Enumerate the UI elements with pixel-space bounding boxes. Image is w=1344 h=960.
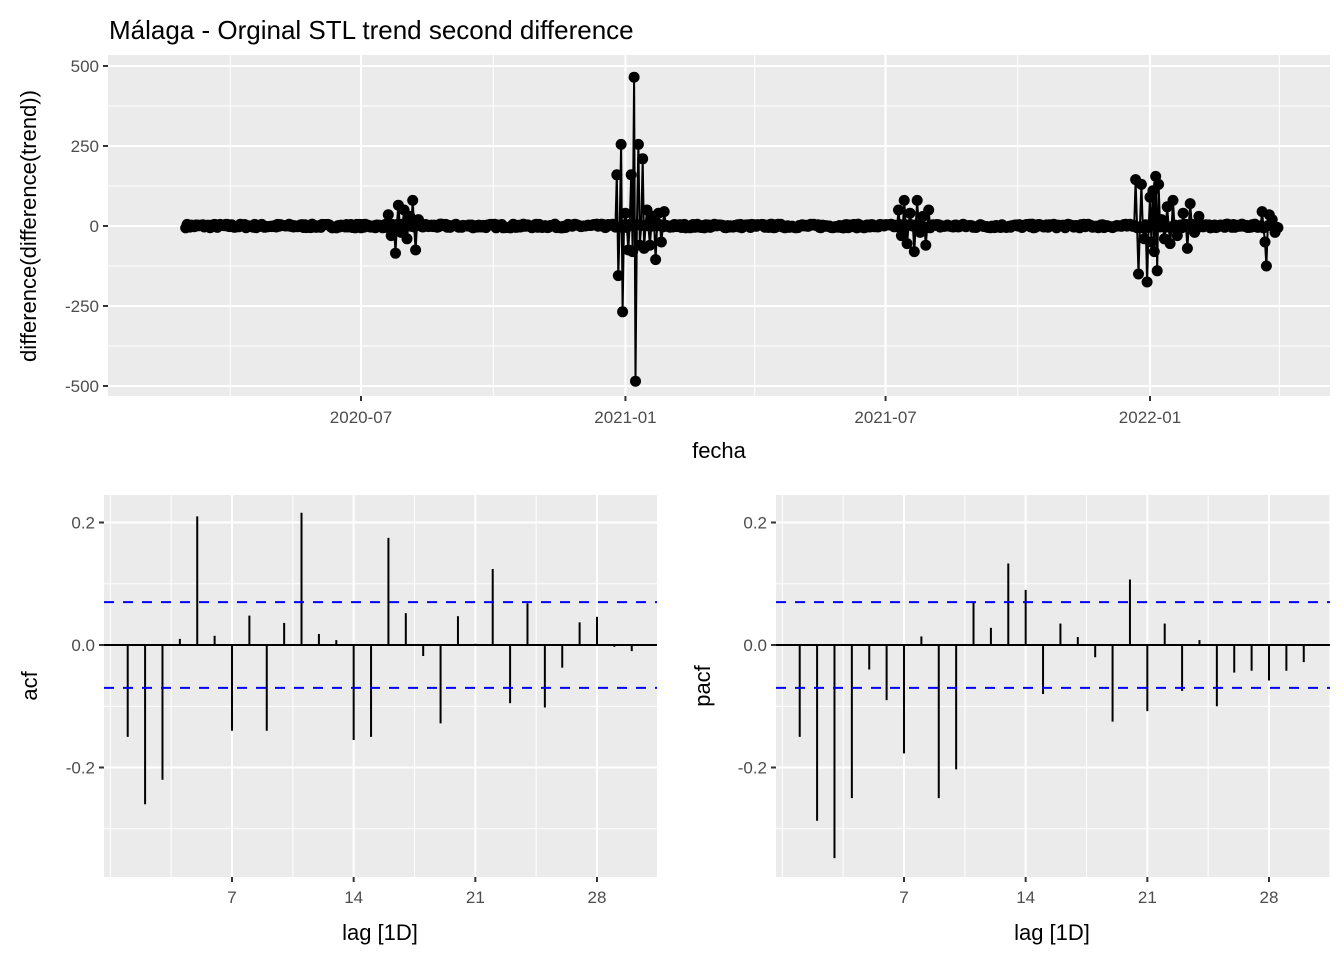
x-tick-label: 21: [1138, 888, 1157, 907]
x-tick-label: 28: [1260, 888, 1279, 907]
data-point: [920, 239, 932, 251]
x-tick-label: 14: [1016, 888, 1035, 907]
data-point: [1164, 238, 1176, 250]
data-point: [1133, 268, 1144, 280]
data-point: [625, 169, 637, 181]
x-tick-label: 21: [466, 888, 485, 907]
y-tick-label: 500: [71, 57, 99, 76]
acf-panel: 0.2 0.0 -0.2 7 14 21 28: [66, 495, 657, 907]
data-point: [1259, 236, 1271, 248]
acf-x-axis: 7 14 21 28: [227, 877, 606, 907]
x-tick-label: 2021-01: [594, 408, 656, 427]
data-point: [617, 306, 629, 318]
data-point: [404, 210, 416, 222]
data-point: [893, 204, 904, 216]
data-point: [901, 238, 913, 250]
data-point: [628, 71, 640, 83]
data-point: [410, 244, 422, 256]
y-tick-label: 250: [71, 137, 99, 156]
x-tick-label: 2021-07: [854, 408, 916, 427]
data-point: [923, 204, 935, 216]
acf-y-axis-title: acf: [17, 670, 42, 700]
data-point: [895, 230, 907, 242]
pacf-panel: 0.2 0.0 -0.2 7 14 21 28: [738, 495, 1331, 907]
data-point: [1148, 246, 1160, 258]
data-point: [1184, 198, 1196, 210]
data-point: [1141, 276, 1153, 288]
acf-confidence-lines: [104, 601, 657, 689]
y-tick-label: -250: [65, 297, 99, 316]
data-point: [1153, 178, 1165, 190]
data-point: [630, 375, 641, 387]
data-point: [1143, 222, 1155, 233]
y-tick-label: 0.2: [71, 514, 95, 533]
data-point: [1151, 265, 1163, 277]
x-tick-label: 28: [588, 888, 607, 907]
data-point: [407, 194, 419, 206]
timeseries-series: [180, 71, 1284, 387]
data-point: [908, 246, 920, 258]
x-tick-label: 7: [227, 888, 236, 907]
data-point: [390, 247, 401, 259]
x-tick-label: 7: [899, 888, 908, 907]
timeseries-x-axis: 2020-07 2021-01 2021-07 2022-01: [330, 396, 1181, 427]
acf-x-axis-title: lag [1D]: [342, 920, 418, 945]
timeseries-y-axis-title: difference(difference(trend)): [16, 90, 41, 362]
plot-title: Málaga - Orginal STL trend second differ…: [109, 15, 634, 45]
data-point: [401, 233, 413, 245]
pacf-y-axis: 0.2 0.0 -0.2: [738, 514, 776, 778]
pacf-y-axis-title: pacf: [690, 664, 715, 706]
pacf-confidence-lines: [776, 601, 1330, 689]
timeseries-x-axis-title: fecha: [692, 438, 747, 463]
data-point: [1181, 242, 1193, 254]
data-point: [904, 207, 916, 219]
data-point: [627, 246, 639, 258]
acf-bars: [104, 512, 657, 805]
data-point: [632, 138, 644, 150]
data-point: [658, 206, 670, 218]
data-point: [644, 239, 656, 251]
y-tick-label: 0.2: [743, 514, 767, 533]
x-tick-label: 2020-07: [330, 408, 392, 427]
pacf-gridlines: [776, 495, 1331, 877]
acf-panel-background: [104, 495, 657, 877]
y-tick-label: -500: [65, 377, 99, 396]
data-point: [619, 207, 631, 219]
data-point: [611, 169, 623, 181]
data-point: [650, 254, 662, 266]
y-tick-label: 0.0: [71, 636, 95, 655]
data-point: [615, 138, 627, 150]
data-point: [612, 270, 624, 282]
data-point: [1167, 194, 1179, 206]
data-point: [655, 236, 667, 248]
timeseries-y-axis: 500 250 0 -250 -500: [65, 57, 108, 396]
x-tick-label: 2022-01: [1119, 408, 1181, 427]
data-point: [911, 194, 923, 206]
data-point: [1260, 260, 1272, 272]
pacf-panel-background: [776, 495, 1330, 877]
data-point: [1145, 236, 1157, 248]
data-point: [1272, 222, 1284, 234]
y-tick-label: 0: [90, 217, 99, 236]
data-point: [1135, 178, 1147, 190]
data-point: [898, 194, 910, 206]
pacf-bars: [776, 563, 1330, 859]
data-point: [637, 153, 649, 165]
acf-y-axis: 0.2 0.0 -0.2: [66, 514, 104, 778]
y-tick-label: -0.2: [66, 759, 95, 778]
y-tick-label: -0.2: [738, 759, 767, 778]
data-point: [382, 209, 394, 221]
y-tick-label: 0.0: [743, 636, 767, 655]
pacf-x-axis-title: lag [1D]: [1014, 920, 1090, 945]
data-point: [1177, 207, 1189, 219]
x-tick-label: 14: [344, 888, 363, 907]
pacf-x-axis: 7 14 21 28: [899, 877, 1278, 907]
